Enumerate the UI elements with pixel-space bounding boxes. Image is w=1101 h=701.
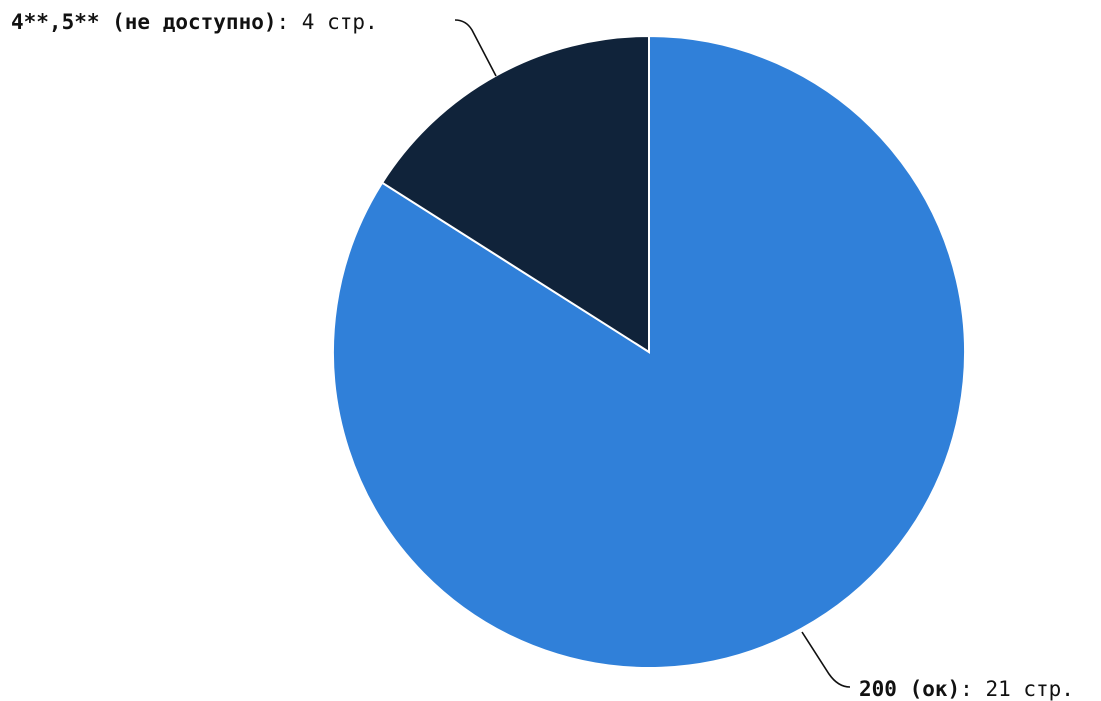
pie-slice-1 [380,34,650,354]
slice-label-category: 200 (ок) [859,677,960,701]
leader-line-200-ok [801,631,851,688]
slice-labels: 200 (ок): 21 стр. 4**,5** (не доступно):… [11,10,1074,701]
pie-slices [332,34,966,669]
leader-lines [454,19,851,688]
slice-label-4xx-5xx: 4**,5** (не доступно): 4 стр. [11,10,378,34]
slice-label-value: : 21 стр. [960,677,1074,701]
slice-label-category: 4**,5** (не доступно) [11,10,277,34]
slice-label-value: : 4 стр. [277,10,378,34]
leader-line-4xx-5xx [454,19,497,77]
slice-label-200-ok: 200 (ок): 21 стр. [859,677,1074,701]
